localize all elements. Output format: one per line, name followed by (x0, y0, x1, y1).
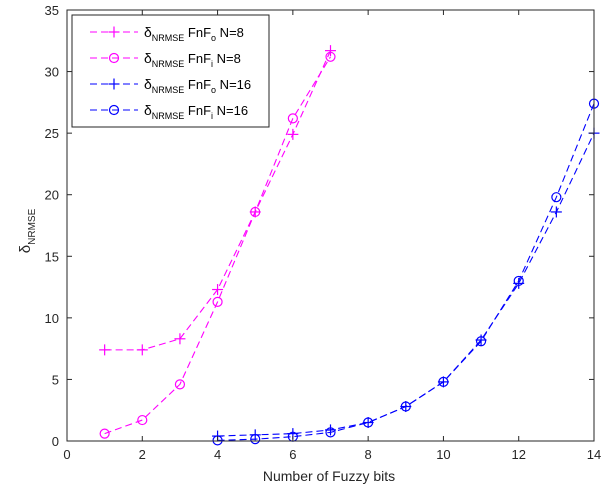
x-tick-label: 14 (587, 447, 601, 462)
x-axis-label: Number of Fuzzy bits (263, 468, 395, 484)
series-3-line (217, 103, 595, 441)
series-1-point (99, 428, 110, 439)
legend-item-1: δNRMSE FnFi N=8 (90, 50, 241, 69)
legend-label-2-main: δ (144, 76, 152, 92)
series-0-point (174, 333, 186, 345)
legend-item-2: δNRMSE FnFo N=16 (90, 76, 251, 95)
series-3-point (551, 192, 562, 203)
legend-label-1-tail: N=8 (213, 51, 241, 66)
series-1-point (287, 113, 298, 124)
legend-item-3: δNRMSE FnFi N=16 (90, 102, 248, 121)
y-axis-label-main: δ (17, 245, 34, 253)
series-0-point (136, 344, 148, 356)
legend-label-0-tail: N=8 (216, 25, 244, 40)
series-3-point (438, 376, 449, 387)
legend-label-1: δNRMSE FnFi N=8 (144, 50, 241, 69)
series-0-point (212, 284, 224, 296)
series-0-point (99, 344, 111, 356)
legend-label-3: δNRMSE FnFi N=16 (144, 102, 248, 121)
legend-label-2-tail: N=16 (216, 77, 251, 92)
legend-label-3-sub2: i (211, 111, 213, 121)
series-1-point (174, 379, 186, 390)
series-0-point (325, 45, 336, 57)
legend-label-0-main: δ (144, 24, 152, 40)
series-3-point (363, 417, 374, 428)
legend-label-0-sub: NRMSE (152, 33, 185, 43)
series-1-line (104, 56, 331, 435)
series-2-point (362, 417, 374, 429)
x-tick-label: 12 (511, 447, 525, 462)
series-0 (99, 45, 336, 356)
series-2-point (550, 206, 562, 218)
series-0-point (287, 128, 299, 140)
legend-label-2-sub: NRMSE (152, 85, 185, 95)
series-3-point (212, 435, 223, 446)
legend-label-3-tail: N=16 (213, 103, 248, 118)
y-tick-label: 0 (52, 434, 59, 449)
legend-marker-3 (108, 104, 120, 116)
series-3-point (475, 336, 487, 347)
legend-label-3-sub: NRMSE (152, 111, 185, 121)
legend-marker-1 (108, 52, 120, 64)
legend-label-0-sub2: o (211, 33, 216, 43)
y-tick-label: 30 (45, 65, 59, 80)
series-1-point (250, 206, 261, 218)
series-3-point (325, 427, 336, 438)
x-tick-label: 0 (63, 447, 70, 462)
y-axis-label-sub: NRMSE (27, 208, 38, 244)
legend-label-3-mid: FnF (184, 103, 211, 118)
legend-label-1-sub: NRMSE (152, 59, 185, 69)
legend-label-0-mid: FnF (184, 25, 211, 40)
x-tick-label: 2 (139, 447, 146, 462)
y-tick-label: 5 (52, 372, 59, 387)
legend-label-1-sub2: i (211, 59, 213, 69)
y-tick-label: 35 (45, 3, 59, 18)
series-1-point (325, 51, 336, 62)
plot-area (99, 45, 600, 446)
legend-marker-0 (108, 26, 120, 38)
legend-marker-2 (108, 78, 120, 90)
series-3-point (250, 434, 261, 445)
legend-label-3-main: δ (144, 102, 152, 118)
y-tick-label: 15 (45, 249, 59, 264)
series-3 (212, 98, 600, 446)
y-tick-label: 10 (45, 311, 59, 326)
legend-label-1-main: δ (144, 50, 152, 66)
y-tick-label: 20 (45, 188, 59, 203)
y-tick-label: 25 (45, 126, 59, 141)
series-2-point (437, 376, 449, 388)
legend-box (71, 14, 270, 128)
legend-label-1-mid: FnF (184, 51, 211, 66)
series-2-line (217, 132, 595, 437)
series-3-point (400, 401, 411, 412)
x-tick-label: 6 (289, 447, 296, 462)
series-1 (99, 51, 336, 439)
legend-label-2: δNRMSE FnFo N=16 (144, 76, 251, 95)
series-1-point (137, 414, 148, 426)
y-axis-label: δNRMSE (17, 208, 38, 253)
x-tick-label: 8 (365, 447, 372, 462)
axes: 0 2 4 6 8 10 12 14 0 5 10 15 20 25 30 35 (45, 3, 602, 462)
x-tick-label: 10 (436, 447, 450, 462)
legend-label-2-mid: FnF (184, 77, 211, 92)
legend-label-0: δNRMSE FnFo N=8 (144, 24, 244, 43)
x-tick-label: 4 (214, 447, 221, 462)
series-1-point (212, 296, 223, 307)
legend-item-0: δNRMSE FnFo N=8 (90, 24, 244, 43)
axes-box (66, 9, 595, 442)
series-3-point (513, 275, 524, 287)
legend-label-2-sub2: o (211, 85, 216, 95)
